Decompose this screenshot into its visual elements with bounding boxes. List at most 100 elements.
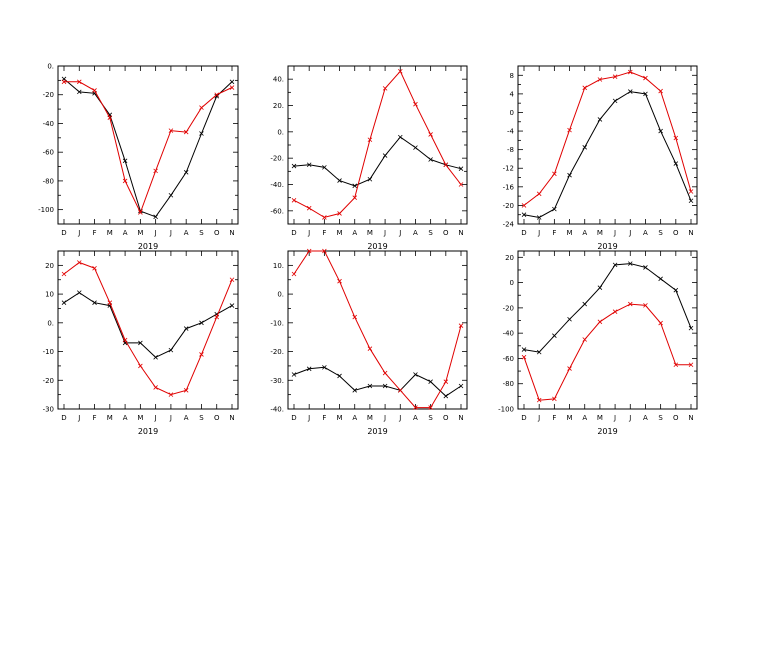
x-tick-label: J: [398, 414, 401, 422]
marker-stroke: [443, 393, 449, 399]
data-point-marker: [168, 392, 174, 397]
marker-stroke: [199, 352, 204, 357]
x-tick-label: S: [658, 414, 663, 422]
marker-stroke: [521, 354, 527, 360]
marker-stroke: [567, 366, 572, 371]
data-point-marker: [428, 379, 433, 384]
x-axis-title: 2019: [367, 242, 387, 251]
marker-stroke: [688, 198, 694, 204]
marker-stroke: [413, 145, 418, 150]
marker-stroke: [322, 215, 327, 220]
x-tick-label: J: [628, 229, 631, 237]
data-point-marker: [183, 129, 189, 135]
marker-stroke: [382, 383, 388, 389]
x-tick-label: A: [582, 414, 587, 422]
data-point-marker: [536, 349, 542, 355]
marker-stroke: [168, 128, 174, 133]
x-tick-label: O: [214, 229, 220, 237]
y-tick-label: 20: [505, 254, 514, 262]
marker-stroke: [673, 161, 679, 166]
data-point-marker: [397, 388, 403, 393]
x-tick-label: S: [428, 229, 433, 237]
data-point-marker: [229, 277, 235, 283]
marker-stroke: [458, 182, 464, 187]
data-point-marker: [627, 69, 633, 75]
marker-stroke: [521, 347, 527, 352]
chart-panel-6: 20 0 -20 -40 -60 -80 -100 D J F M A M J J A S O N 2019: [498, 250, 698, 436]
data-point-marker: [199, 105, 204, 110]
x-tick-label: D: [291, 229, 296, 237]
data-point-marker: [643, 91, 648, 97]
marker-stroke: [76, 79, 82, 85]
x-tick-label: S: [199, 229, 204, 237]
data-point-marker: [352, 183, 358, 189]
chart-panel-5: 10. 0. -10. -20. -30. -40. D J F M A M J J A S O N 2019: [270, 248, 468, 436]
chart-panel-1: 0. -20 -40 -60 -80 -100 D J F M A M J J A S O N 2019: [38, 63, 239, 251]
data-point-marker: [536, 215, 542, 220]
x-tick-label: D: [521, 414, 526, 422]
marker-stroke: [521, 203, 527, 208]
series-line-1: [63, 292, 233, 358]
data-point-marker: [582, 337, 588, 342]
marker-stroke: [688, 189, 694, 194]
marker-stroke: [413, 405, 418, 410]
x-tick-label: J: [307, 414, 310, 422]
marker-stroke: [582, 85, 588, 91]
marker-stroke: [521, 212, 527, 217]
marker-stroke: [153, 355, 158, 360]
marker-stroke: [92, 300, 97, 305]
data-point-marker: [107, 300, 113, 305]
series-line-2: [63, 261, 233, 396]
data-point-marker: [688, 362, 694, 368]
y-tick-label: 40.: [273, 76, 284, 84]
data-point-marker: [443, 162, 449, 168]
data-point-marker: [199, 131, 204, 136]
marker-stroke: [337, 178, 342, 183]
data-point-marker: [627, 261, 633, 266]
x-tick-label: D: [521, 229, 526, 237]
y-tick-label: -40.: [270, 406, 284, 414]
x-tick-label: N: [688, 414, 693, 422]
y-tick-label: -20.: [270, 348, 284, 356]
marker-stroke: [458, 166, 464, 171]
data-point-marker: [76, 79, 82, 85]
marker-stroke: [214, 92, 220, 98]
y-tick-label: -20: [503, 304, 514, 312]
marker-stroke: [306, 205, 312, 211]
data-point-marker: [168, 347, 174, 353]
x-tick-label: M: [337, 414, 343, 422]
data-point-marker: [627, 89, 633, 94]
x-tick-label: N: [458, 229, 463, 237]
data-point-marker: [337, 278, 342, 284]
series-line-1: [63, 78, 233, 218]
y-tick-label: -40.: [270, 181, 284, 189]
x-tick-label: N: [458, 414, 463, 422]
x-tick-label: O: [443, 414, 449, 422]
series-line-1: [523, 91, 692, 219]
data-point-marker: [413, 101, 418, 107]
marker-stroke: [337, 211, 342, 216]
marker-stroke: [627, 301, 633, 307]
y-tick-label: -60: [503, 355, 514, 363]
marker-stroke: [367, 383, 373, 389]
x-tick-label: A: [643, 229, 648, 237]
data-point-marker: [597, 285, 603, 290]
data-point-marker: [352, 388, 358, 393]
y-tick-label: 4: [510, 90, 515, 98]
y-tick-label: 20.: [273, 102, 284, 110]
marker-stroke: [168, 392, 174, 397]
data-point-marker: [122, 178, 128, 184]
data-point-marker: [458, 323, 464, 328]
x-tick-label: A: [184, 414, 189, 422]
data-point-marker: [306, 248, 312, 254]
data-point-marker: [458, 166, 464, 171]
y-tick-label: -20.: [270, 155, 284, 163]
x-tick-label: N: [688, 229, 693, 237]
y-tick-label: -100: [498, 406, 514, 414]
x-axis-title: 2019: [138, 427, 158, 436]
y-tick-label: -10.: [270, 319, 284, 327]
marker-stroke: [153, 214, 158, 220]
x-tick-label: O: [673, 229, 679, 237]
data-point-marker: [643, 303, 648, 308]
marker-stroke: [92, 88, 97, 93]
